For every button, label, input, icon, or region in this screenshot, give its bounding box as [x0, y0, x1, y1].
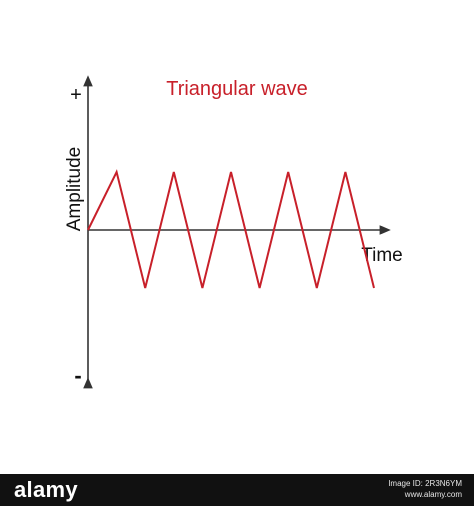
watermark-meta: Image ID: 2R3N6YM www.alamy.com	[388, 478, 462, 500]
website-text: www.alamy.com	[404, 490, 462, 499]
alamy-logo: alamy	[14, 477, 78, 502]
y-axis-minus-label: -	[74, 363, 81, 388]
diagram-title: Triangular wave	[166, 78, 308, 100]
triangular-wave-line	[87, 169, 375, 289]
triangular-wave-diagram: Triangular wave + - Amplitude Time	[64, 75, 403, 389]
x-axis-label: Time	[361, 245, 403, 266]
image-id-text: Image ID: 2R3N6YM	[388, 479, 462, 488]
watermark-bar: alamy Image ID: 2R3N6YM www.alamy.com	[0, 474, 474, 506]
y-axis-label: Amplitude	[64, 147, 85, 232]
y-axis-plus-label: +	[70, 84, 82, 106]
